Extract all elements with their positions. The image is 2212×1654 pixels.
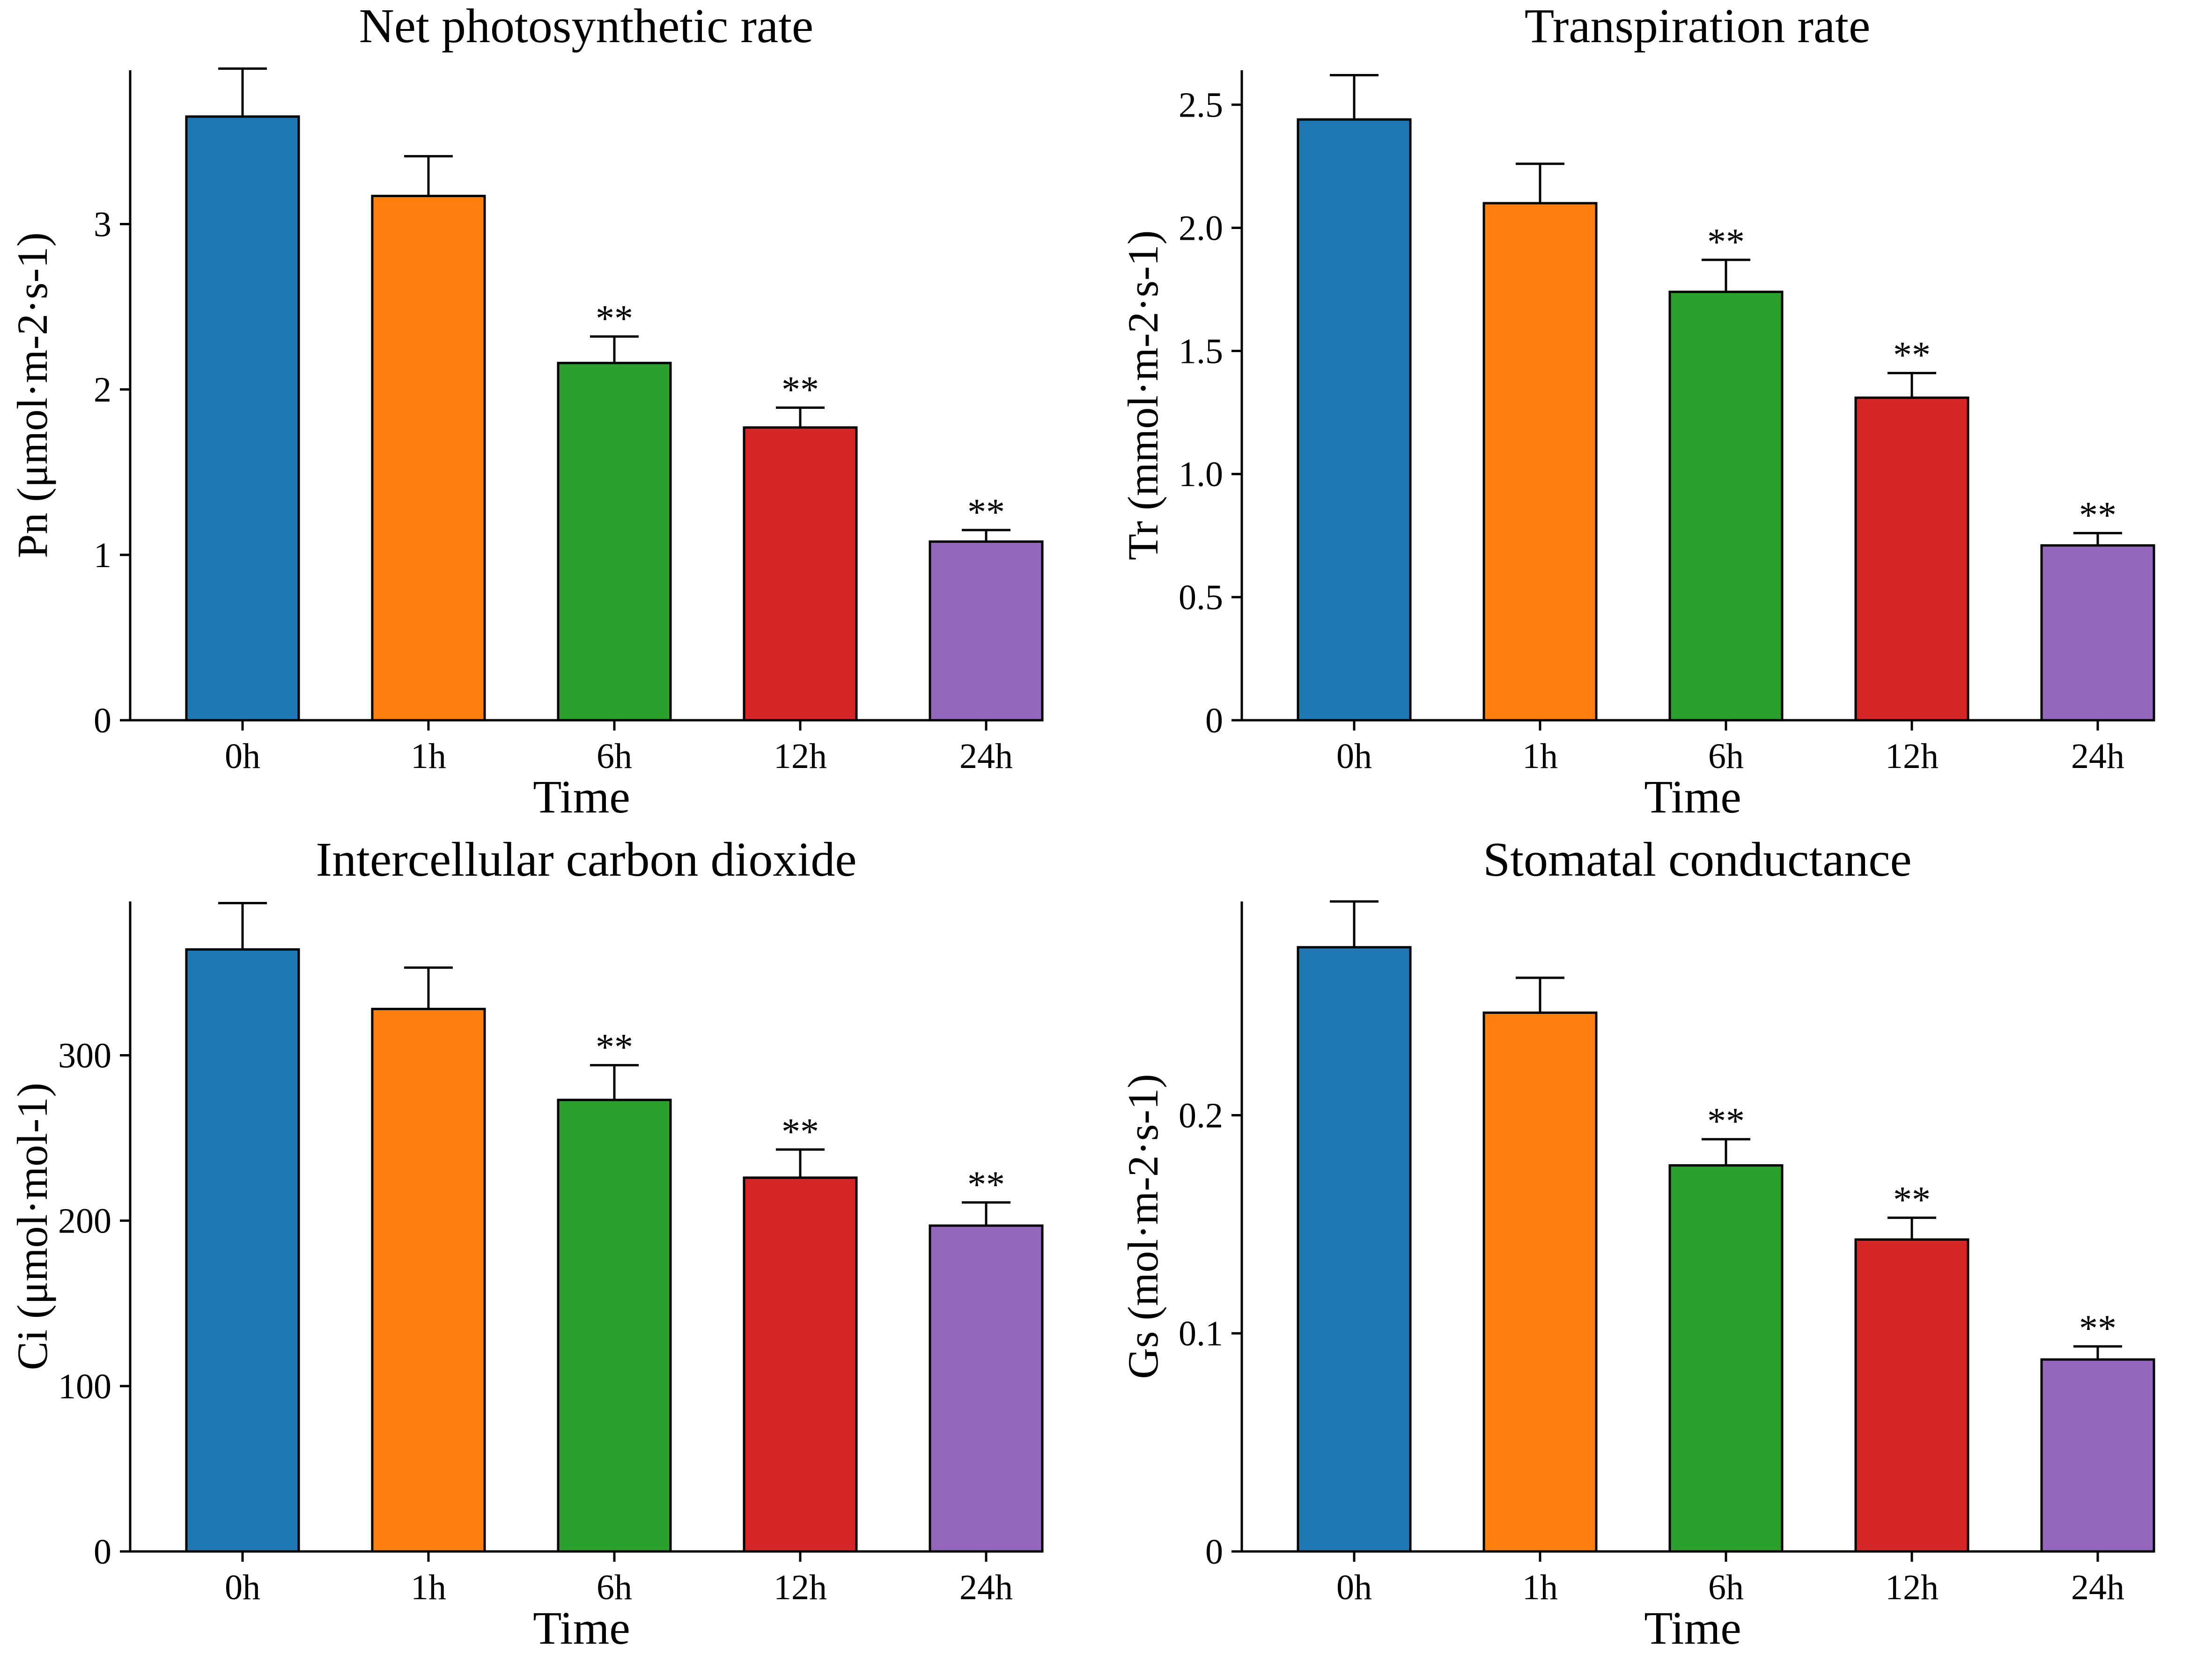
significance-mark-12h: ** (782, 1111, 819, 1152)
x-tick-label: 0h (1336, 1568, 1372, 1607)
x-tick-label: 24h (2071, 737, 2124, 776)
x-tick-label: 12h (774, 737, 827, 776)
y-axis-label: Ci (μmol·mol-1) (8, 1083, 56, 1370)
y-tick-label: 1.5 (1179, 332, 1223, 371)
bar-24h (2040, 1358, 2155, 1553)
x-tick-label: 12h (1885, 737, 1939, 776)
y-axis-label: Pn (μmol·m-2·s-1) (8, 232, 56, 558)
bar-0h (1297, 946, 1412, 1553)
bar-24h (2040, 544, 2155, 722)
significance-mark-12h: ** (1893, 335, 1931, 376)
y-tick-label: 0.1 (1179, 1314, 1223, 1353)
x-tick-label: 6h (1708, 1568, 1744, 1607)
bar-6h (1668, 1164, 1784, 1553)
y-tick-label: 1.0 (1179, 455, 1223, 494)
bar-6h (557, 362, 672, 722)
y-tick-label: 300 (58, 1036, 111, 1075)
y-tick-label: 3 (94, 205, 111, 244)
x-tick-label: 24h (959, 1568, 1013, 1607)
chart-title: Intercellular carbon dioxide (316, 833, 856, 886)
bar-1h (1482, 1012, 1598, 1553)
y-tick-label: 0 (94, 701, 111, 740)
y-tick-label: 2.0 (1179, 208, 1223, 248)
y-tick-label: 0.5 (1179, 578, 1223, 617)
bar-0h (185, 948, 300, 1553)
bar-12h (1854, 1238, 1969, 1553)
y-tick-label: 2.5 (1179, 86, 1223, 125)
y-tick-label: 200 (58, 1202, 111, 1241)
bar-12h (743, 1176, 858, 1553)
y-tick-label: 0 (94, 1532, 111, 1572)
x-tick-label: 6h (597, 1568, 632, 1607)
significance-mark-12h: ** (782, 369, 819, 410)
bar-24h (929, 540, 1044, 722)
y-tick-label: 0.2 (1179, 1096, 1223, 1135)
y-tick-label: 0 (1205, 701, 1223, 740)
x-tick-label: 6h (1708, 737, 1744, 776)
significance-mark-24h: ** (2079, 1308, 2116, 1349)
significance-mark-24h: ** (967, 1164, 1005, 1205)
significance-mark-24h: ** (967, 492, 1005, 533)
y-axis-label: Gs (mol·m-2·s-1) (1119, 1074, 1167, 1379)
bar-1h (1482, 202, 1598, 722)
chart-title: Stomatal conductance (1483, 833, 1911, 886)
y-tick-label: 1 (94, 536, 111, 575)
significance-mark-6h: ** (596, 298, 633, 340)
chart-title: Transpiration rate (1525, 0, 1870, 53)
x-tick-label: 12h (1885, 1568, 1939, 1607)
x-axis-label: Time (533, 1602, 630, 1654)
bar-12h (743, 426, 858, 722)
x-axis-label: Time (1644, 771, 1741, 823)
bar-24h (929, 1224, 1044, 1553)
x-tick-label: 1h (1522, 737, 1558, 776)
y-axis-label: Tr (mmol·m-2·s-1) (1119, 230, 1167, 560)
significance-mark-6h: ** (596, 1027, 633, 1068)
x-axis-label: Time (533, 771, 630, 823)
bar-1h (371, 194, 486, 722)
x-tick-label: 1h (1522, 1568, 1558, 1607)
bar-0h (185, 115, 300, 722)
chart-panel-1: Net photosynthetic rate 0h 1h ** 6h ** 12h ** 24… (8, 0, 1044, 823)
bar-1h (371, 1008, 486, 1553)
bar-6h (1668, 290, 1784, 722)
bar-12h (1854, 396, 1969, 722)
chart-panel-4: Stomatal conductance 0h 1h ** 6h ** 12h ** 24h 0 0… (1119, 833, 2155, 1654)
y-tick-label: 2 (94, 370, 111, 410)
y-tick-label: 100 (58, 1367, 111, 1406)
x-tick-label: 1h (411, 1568, 446, 1607)
x-tick-label: 0h (1336, 737, 1372, 776)
bar-6h (557, 1099, 672, 1553)
significance-mark-24h: ** (2079, 495, 2116, 536)
chart-title: Net photosynthetic rate (359, 0, 813, 53)
significance-mark-6h: ** (1707, 222, 1745, 263)
x-tick-label: 6h (597, 737, 632, 776)
x-tick-label: 0h (225, 1568, 260, 1607)
y-tick-label: 0 (1205, 1532, 1223, 1572)
x-tick-label: 24h (959, 737, 1013, 776)
bar-0h (1297, 118, 1412, 722)
x-tick-label: 24h (2071, 1568, 2124, 1607)
chart-panel-2: Transpiration rate 0h 1h ** 6h ** 12h ** 24h 0 0.5… (1119, 0, 2155, 823)
x-tick-label: 0h (225, 737, 260, 776)
x-axis-label: Time (1644, 1602, 1741, 1654)
chart-panel-3: Intercellular carbon dioxide 0h 1h ** 6h ** 12… (8, 833, 1044, 1654)
significance-mark-6h: ** (1707, 1101, 1745, 1142)
significance-mark-12h: ** (1893, 1179, 1931, 1220)
x-tick-label: 1h (411, 737, 446, 776)
x-tick-label: 12h (774, 1568, 827, 1607)
